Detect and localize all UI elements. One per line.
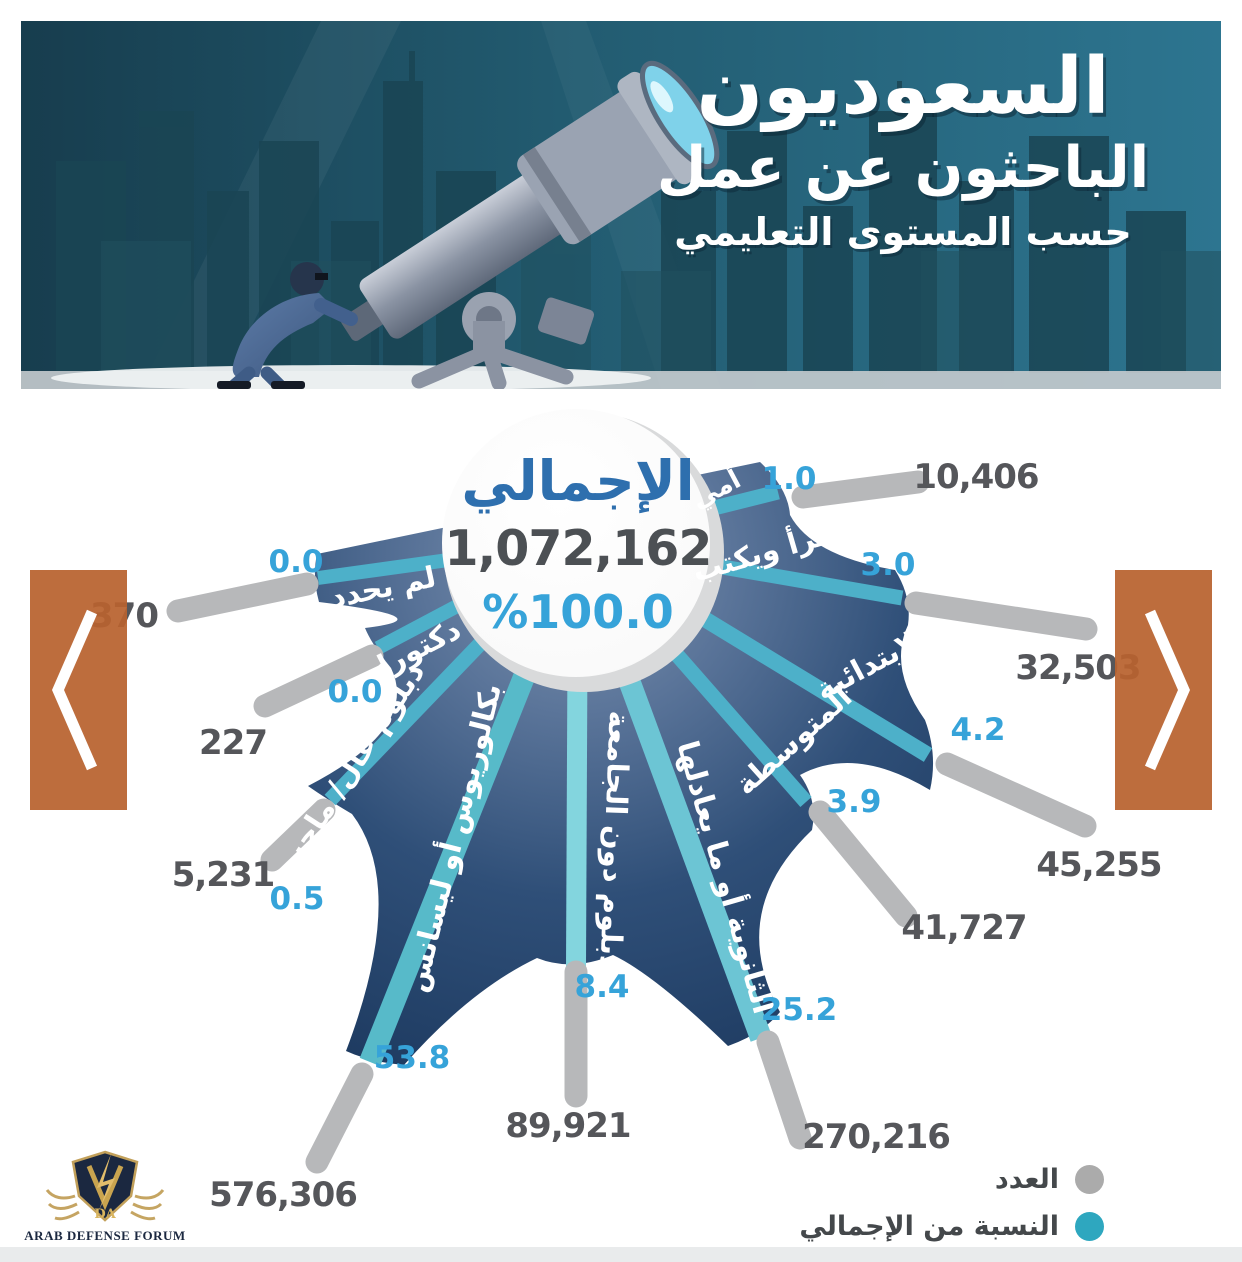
legend-percent-label: النسبة من الإجمالي [799,1211,1059,1242]
shield-wings-icon: DA [45,1150,165,1222]
spoke-percents: 1.0 3.0 4.2 3.9 25.2 8.4 53.8 0.5 0.0 0.… [269,461,1006,1076]
prev-arrow-button[interactable] [30,570,127,810]
legend-row-count: العدد [799,1164,1104,1195]
watermark-logo: DA ARAB DEFENSE FORUM المنتدى العربي للد… [20,1148,190,1262]
spoke-count: 5,231 [172,855,275,895]
next-arrow-button[interactable] [1115,570,1212,810]
spoke-count: 10,406 [913,457,1038,497]
legend-row-percent: النسبة من الإجمالي [799,1211,1104,1242]
total-value: 1,072,162 [445,520,712,577]
title-line-3: حسب المستوى التعليمي [674,209,1132,254]
percent-dot-icon [1075,1212,1104,1241]
count-connector [253,644,384,718]
count-connector [935,752,1097,838]
spoke-percent: 0.0 [269,544,324,580]
chevron-right-icon [1144,609,1190,771]
spoke-percent: 3.9 [827,784,882,820]
count-connector [904,591,1098,641]
spoke-count: 41,727 [901,908,1026,948]
man-illustration [217,262,358,389]
spoke-percent: 8.4 [575,969,630,1005]
title-line-1: السعوديون [696,42,1110,132]
spoke-percent: 0.0 [328,674,383,710]
header-illustration [21,21,1221,389]
total-label: الإجمالي [461,449,694,514]
city-skyline-far [101,231,1221,373]
count-connector [166,572,319,623]
watermark-initials: DA [94,1207,116,1222]
count-dot-icon [1075,1165,1104,1194]
count-connectors [166,470,1098,1174]
spoke-count: 89,921 [505,1106,630,1146]
spoke-percent: 0.5 [270,881,325,917]
count-connector [260,798,336,872]
spoke-count: 45,255 [1036,845,1161,885]
spoke-counts: 10,406 32,503 45,255 41,727 270,216 89,9… [90,457,1163,1215]
spoke-count: 227 [199,723,267,763]
spoke-percent: 4.2 [951,712,1006,748]
spoke-percent: 1.0 [762,461,817,497]
spoke-percent: 53.8 [374,1040,451,1076]
spoke-percent: 25.2 [761,992,838,1028]
legend: العدد النسبة من الإجمالي [799,1164,1104,1258]
title-line-2: الباحثون عن عمل [656,134,1150,201]
legend-count-label: العدد [994,1164,1059,1195]
total-percent: %100.0 [482,585,674,639]
header-banner: السعوديون الباحثون عن عمل حسب المستوى ال… [21,21,1221,389]
spoke-count: 576,306 [209,1175,357,1215]
count-connector [808,800,918,928]
telescope-illustration [340,60,720,389]
count-connector [756,1030,812,1150]
spoke-count: 270,216 [802,1117,950,1157]
center-circle [442,409,710,677]
bottom-strip [0,1247,1242,1262]
watermark-name-en: ARAB DEFENSE FORUM [24,1228,186,1243]
header-titles: السعوديون الباحثون عن عمل حسب المستوى ال… [613,42,1193,261]
spoke-percent: 3.0 [861,547,916,583]
chevron-left-icon [52,609,98,771]
count-connector [791,470,930,509]
count-connector [305,1062,374,1174]
